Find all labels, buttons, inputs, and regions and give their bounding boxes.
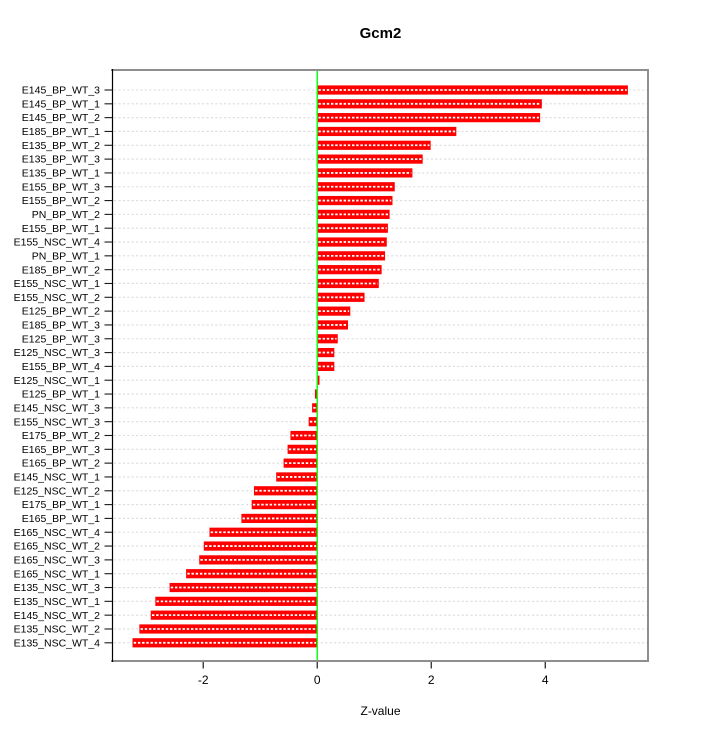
y-axis-category-label: E165_BP_WT_2	[22, 458, 100, 470]
y-axis-category-label: E145_NSC_WT_2	[14, 610, 101, 622]
y-axis-category-label: E135_NSC_WT_2	[14, 624, 101, 636]
y-axis-category-label: E155_BP_WT_2	[22, 195, 100, 207]
bar	[317, 85, 628, 95]
y-axis-category-label: E175_BP_WT_1	[22, 499, 100, 511]
bar	[276, 472, 318, 482]
x-axis-label: Z-value	[360, 704, 401, 718]
bar	[132, 638, 318, 648]
y-axis-category-label: E125_NSC_WT_2	[14, 485, 101, 497]
y-axis-category-label: E125_BP_WT_1	[22, 389, 100, 401]
y-axis-category-label: E155_NSC_WT_1	[14, 278, 101, 290]
y-axis-category-label: E145_NSC_WT_1	[14, 472, 101, 484]
y-axis-category-label: E145_NSC_WT_3	[14, 402, 101, 414]
x-tick-label: 0	[314, 673, 321, 687]
y-axis-category-label: E155_BP_WT_1	[22, 223, 100, 235]
x-tick-label: 2	[428, 673, 435, 687]
y-axis-category-label: E165_BP_WT_3	[22, 444, 100, 456]
y-axis-category-label: E135_NSC_WT_4	[14, 637, 101, 649]
bar	[317, 251, 386, 261]
y-axis-category-label: E155_NSC_WT_2	[14, 292, 101, 304]
bar	[241, 513, 318, 524]
chart-title: Gcm2	[359, 25, 402, 42]
bar	[317, 237, 387, 247]
y-axis-category-label: E125_BP_WT_3	[22, 333, 100, 345]
y-axis-category-label: E165_NSC_WT_3	[14, 554, 101, 566]
bar	[155, 596, 318, 606]
y-axis-category-label: E155_BP_WT_4	[22, 361, 100, 373]
bar	[199, 555, 318, 565]
y-axis-category-label: E165_NSC_WT_1	[14, 568, 101, 580]
bar	[283, 458, 318, 468]
y-axis-category-label: E155_BP_WT_3	[22, 181, 100, 193]
y-axis-category-label: E185_BP_WT_1	[22, 126, 100, 138]
bar	[317, 375, 320, 385]
bar	[317, 195, 393, 206]
y-axis-category-label: E125_BP_WT_2	[22, 306, 100, 318]
bar	[139, 624, 318, 634]
y-axis-category-label: E185_BP_WT_3	[22, 320, 100, 332]
y-axis-category-label: E145_BP_WT_1	[22, 98, 100, 110]
bar	[308, 417, 318, 427]
bar	[317, 182, 395, 192]
bar	[317, 361, 335, 371]
y-axis-category-label: E155_NSC_WT_4	[14, 237, 101, 249]
y-axis-category-label: E135_BP_WT_3	[22, 154, 100, 166]
y-axis-category-label: E165_NSC_WT_2	[14, 541, 101, 553]
y-axis-category-label: E145_BP_WT_2	[22, 112, 100, 124]
bar	[317, 306, 351, 316]
y-axis-category-label: E125_NSC_WT_3	[14, 347, 101, 359]
bar	[290, 430, 318, 441]
y-axis-category-label: E155_NSC_WT_3	[14, 416, 101, 428]
y-axis-category-label: E135_BP_WT_1	[22, 168, 100, 180]
x-tick-label: -2	[198, 673, 209, 687]
y-axis-category-label: E185_BP_WT_2	[22, 264, 100, 276]
y-axis-category-label: E165_BP_WT_1	[22, 513, 100, 525]
x-tick-label: 4	[542, 673, 549, 687]
y-axis-category-label: E135_BP_WT_2	[22, 140, 100, 152]
y-axis-category-label: PN_BP_WT_1	[32, 250, 100, 262]
y-axis-category-label: PN_BP_WT_2	[32, 209, 100, 221]
y-axis-category-label: E175_BP_WT_2	[22, 430, 100, 442]
bar	[314, 389, 318, 399]
y-axis-category-label: E125_NSC_WT_1	[14, 375, 101, 387]
y-axis-category-label: E165_NSC_WT_4	[14, 527, 101, 539]
y-axis-category-label: E135_NSC_WT_3	[14, 582, 101, 594]
y-axis-category-label: E135_NSC_WT_1	[14, 596, 101, 608]
bar	[317, 347, 335, 358]
y-axis-category-label: E145_BP_WT_3	[22, 85, 100, 97]
